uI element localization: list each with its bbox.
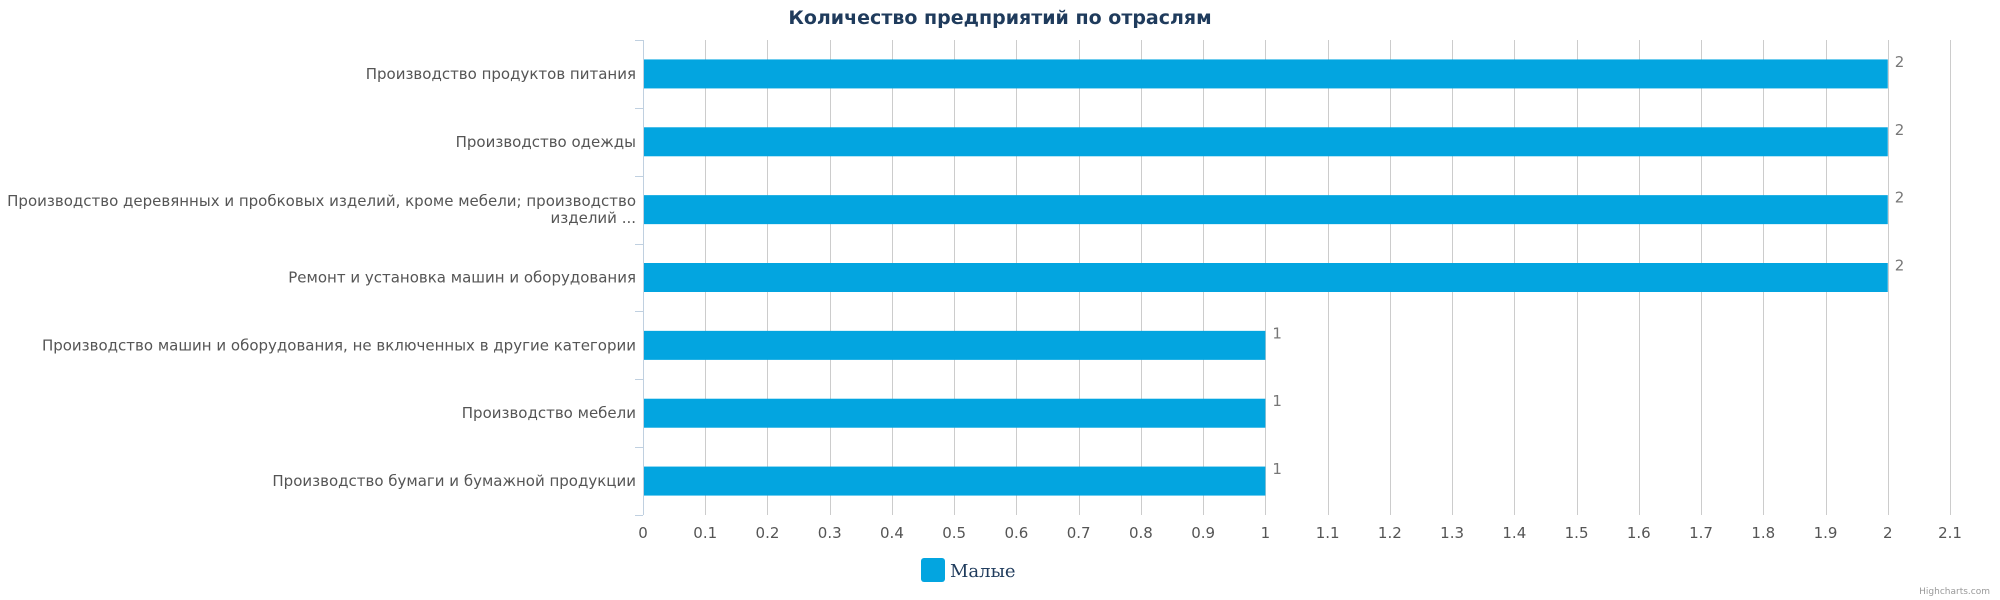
bar[interactable]: [644, 127, 1888, 157]
x-tick-label: 1.5: [1565, 524, 1589, 542]
x-axis-tick-labels: 0 0.1 0.2 0.3 0.4 0.5 0.6 0.7 0.8 0.9 1 1.1 1.2 1.3 1.…: [638, 524, 1962, 542]
category-label: Производство мебели: [462, 404, 636, 422]
bar[interactable]: [644, 59, 1888, 89]
legend[interactable]: Малые: [921, 558, 1016, 582]
data-label: 2: [1895, 189, 1905, 207]
x-tick-label: 0.1: [693, 524, 717, 542]
data-labels: 2 2 2 2 1 1 1: [1272, 53, 1904, 478]
data-label: 1: [1272, 460, 1282, 478]
credits-link[interactable]: Highcharts.com: [1919, 587, 1990, 597]
bar[interactable]: [644, 466, 1266, 496]
x-tick-label: 0.7: [1067, 524, 1091, 542]
x-tick-label: 1.7: [1689, 524, 1713, 542]
y-axis: [635, 40, 644, 516]
x-tick-label: 1.9: [1814, 524, 1838, 542]
category-label: Производство машин и оборудования, не вк…: [42, 336, 636, 354]
x-tick-label: 0: [638, 524, 648, 542]
x-tick-label: 1.8: [1751, 524, 1775, 542]
data-label: 1: [1272, 324, 1282, 342]
x-tick-label: 0.3: [818, 524, 842, 542]
x-tick-label: 1: [1261, 524, 1271, 542]
legend-swatch[interactable]: [921, 558, 945, 582]
x-tick-label: 2.1: [1938, 524, 1962, 542]
bar-series: [644, 59, 1888, 496]
legend-label[interactable]: Малые: [950, 561, 1016, 582]
x-tick-label: 0.8: [1129, 524, 1153, 542]
x-tick-label: 0.6: [1004, 524, 1028, 542]
bar[interactable]: [644, 263, 1888, 292]
data-label: 2: [1895, 121, 1905, 139]
category-labels: Производство продуктов питания Производст…: [7, 65, 636, 490]
bar[interactable]: [644, 330, 1266, 360]
category-label: Производство бумаги и бумажной продукции: [272, 472, 636, 490]
x-tick-label: 0.5: [942, 524, 966, 542]
category-label: Производство продуктов питания: [366, 65, 636, 83]
x-tick-label: 1.4: [1502, 524, 1526, 542]
x-tick-label: 1.2: [1378, 524, 1402, 542]
x-tick-label: 1.6: [1627, 524, 1651, 542]
bar[interactable]: [644, 398, 1266, 428]
chart-title: Количество предприятий по отраслям: [788, 7, 1211, 29]
category-label: Производство деревянных и пробковых изде…: [7, 192, 636, 227]
data-label: 1: [1272, 392, 1282, 410]
data-label: 2: [1895, 53, 1905, 71]
data-label: 2: [1895, 257, 1905, 275]
category-label: Ремонт и установка машин и оборудования: [288, 269, 636, 287]
x-tick-label: 0.2: [756, 524, 780, 542]
x-tick-label: 0.4: [880, 524, 904, 542]
x-tick-label: 1.1: [1316, 524, 1340, 542]
x-tick-label: 1.3: [1440, 524, 1464, 542]
bar[interactable]: [644, 195, 1888, 225]
x-tick-label: 2: [1883, 524, 1893, 542]
category-label: Производство одежды: [456, 133, 636, 151]
x-tick-label: 0.9: [1191, 524, 1215, 542]
